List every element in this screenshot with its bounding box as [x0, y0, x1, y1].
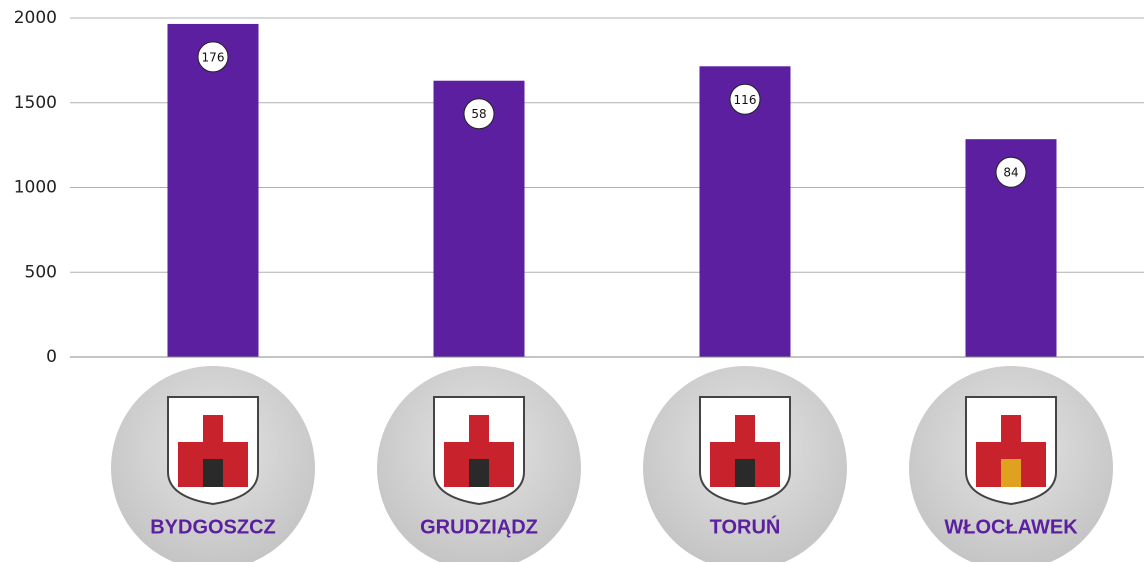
crest-tower — [469, 415, 489, 445]
crest-gate — [469, 459, 489, 487]
city-label: BYDGOSZCZ — [150, 516, 276, 538]
badge-label: 116 — [734, 93, 757, 107]
city-label: TORUŃ — [710, 515, 781, 538]
badge-circle — [197, 41, 229, 73]
badge-circle — [463, 98, 495, 130]
crest-tower — [1001, 415, 1021, 445]
y-tick-label: 500 — [25, 262, 57, 282]
crest-tower — [735, 415, 755, 445]
badge-label: 176 — [202, 50, 225, 64]
badge-label: 84 — [1003, 166, 1018, 180]
city-label: GRUDZIĄDZ — [420, 516, 538, 538]
y-tick-label: 1000 — [14, 178, 57, 198]
badge-label: 58 — [471, 107, 486, 121]
crest-gate — [203, 459, 223, 487]
crest-gate — [735, 459, 755, 487]
crest-gate — [1001, 459, 1021, 487]
city-label: WŁOCŁAWEK — [944, 516, 1078, 538]
y-tick-label: 0 — [46, 347, 57, 367]
badge-circle — [995, 156, 1027, 188]
badge-circle — [729, 83, 761, 115]
crest-tower — [203, 415, 223, 445]
bar — [167, 23, 259, 358]
y-tick-label: 1500 — [14, 93, 57, 113]
y-tick-label: 2000 — [14, 8, 57, 28]
